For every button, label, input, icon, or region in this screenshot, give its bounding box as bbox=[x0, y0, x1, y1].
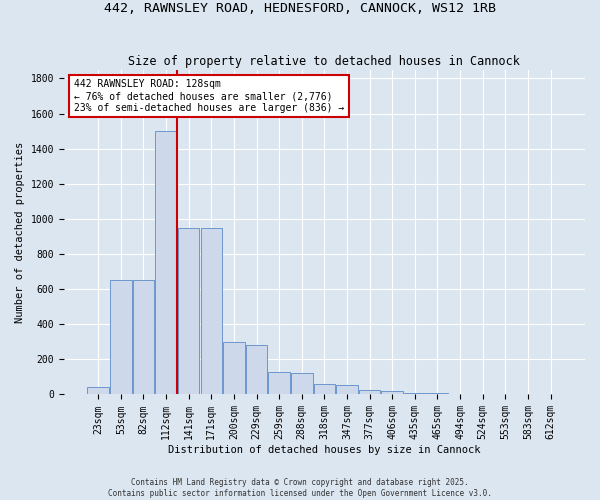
Bar bbox=[268, 372, 290, 394]
Bar bbox=[178, 228, 199, 394]
Bar bbox=[223, 342, 245, 394]
Bar bbox=[404, 392, 425, 394]
Text: 442 RAWNSLEY ROAD: 128sqm
← 76% of detached houses are smaller (2,776)
23% of se: 442 RAWNSLEY ROAD: 128sqm ← 76% of detac… bbox=[74, 80, 344, 112]
Bar bbox=[382, 391, 403, 394]
Bar bbox=[314, 384, 335, 394]
Bar bbox=[246, 346, 267, 395]
X-axis label: Distribution of detached houses by size in Cannock: Distribution of detached houses by size … bbox=[168, 445, 481, 455]
Y-axis label: Number of detached properties: Number of detached properties bbox=[15, 142, 25, 322]
Bar bbox=[427, 393, 448, 394]
Bar bbox=[291, 374, 313, 394]
Bar bbox=[336, 385, 358, 394]
Bar bbox=[110, 280, 131, 394]
Title: Size of property relative to detached houses in Cannock: Size of property relative to detached ho… bbox=[128, 56, 520, 68]
Bar bbox=[200, 228, 222, 394]
Bar bbox=[88, 388, 109, 394]
Text: Contains HM Land Registry data © Crown copyright and database right 2025.
Contai: Contains HM Land Registry data © Crown c… bbox=[108, 478, 492, 498]
Bar bbox=[133, 280, 154, 394]
Bar bbox=[155, 131, 177, 394]
Text: 442, RAWNSLEY ROAD, HEDNESFORD, CANNOCK, WS12 1RB: 442, RAWNSLEY ROAD, HEDNESFORD, CANNOCK,… bbox=[104, 2, 496, 16]
Bar bbox=[359, 390, 380, 394]
